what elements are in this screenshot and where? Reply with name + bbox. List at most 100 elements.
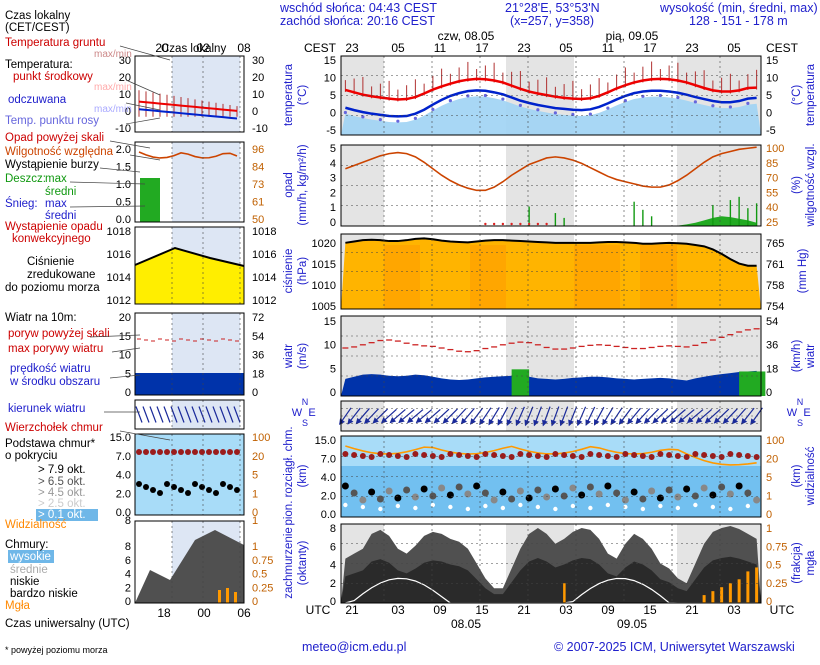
cloud-top-dot [596, 452, 603, 458]
legend-cb_65: > 6.5 okt. [38, 476, 86, 488]
legend-cb01-bg [36, 509, 98, 521]
cloud-top-dot [543, 454, 550, 460]
mini-wind-tick-r: 0 [252, 387, 258, 399]
mini-wind-arrow [226, 406, 234, 423]
panel-temp-frame [340, 55, 762, 136]
cloud-top-dot [631, 452, 638, 458]
legend-temp_center_mm: max/min [94, 82, 132, 93]
cloud-base-dot [376, 495, 384, 503]
cloud-base-dot [726, 490, 734, 498]
mini-press-frame [134, 226, 245, 305]
legend-snow: Śnieg: [5, 197, 38, 210]
legend-wind_title: Wiatr na 10m: [5, 312, 77, 324]
wind-arrow [524, 406, 534, 427]
pressure-shade [470, 245, 506, 309]
cloud-low-dot [535, 504, 541, 510]
sunrise-text: wschód słońca: 04:43 CEST [280, 1, 438, 15]
cloud-base-dot [621, 496, 629, 504]
vis-axis-label: widzialność [805, 446, 817, 506]
mini-octa-tick: 0 [125, 596, 131, 608]
cloud-base-dot [639, 495, 647, 503]
legend-pressure1: Ciśnienie [27, 256, 74, 268]
mini-cloud-base [171, 484, 177, 490]
wind-axis-label-r: wiatr [805, 344, 817, 369]
mini-cloud-base [136, 481, 142, 487]
bottom-hour-tick: 03 [559, 603, 573, 617]
cloud-top-dot [657, 451, 664, 457]
dew-point [658, 93, 662, 98]
mini-press-tick-l: 1012 [107, 295, 131, 307]
convective-mark [501, 222, 505, 226]
wind-arrow-head [433, 417, 441, 424]
legend-rain: Deszcz: [5, 173, 46, 185]
legend-cloudbase2: o pokryciu [5, 450, 57, 462]
cloud-base-dot [665, 486, 673, 494]
wind-arrow [406, 409, 424, 424]
convective-mark [536, 222, 540, 226]
cloud-top-dot [456, 452, 463, 458]
wind-arrow [593, 406, 605, 426]
compass-n: N [797, 397, 804, 407]
dew-point [571, 112, 575, 117]
mini-wind-frame [134, 312, 245, 396]
mini-cloud-top [192, 449, 198, 455]
wind-arrow-head [602, 418, 608, 426]
mini-felt-line [138, 108, 238, 120]
cloud-base-dot [420, 485, 428, 493]
wind-arrow [722, 408, 738, 424]
cloud-base-dot [368, 488, 376, 496]
cloud-base-dot [429, 492, 437, 500]
precip-axis-unit: (mm/h, kg/m²/h) [297, 144, 309, 225]
octa-axis-unit: (oktanty) [297, 540, 309, 585]
mini-cloud-frame [134, 433, 245, 516]
axis-tick-right: 25 [766, 217, 778, 229]
wind-arrow [479, 407, 492, 426]
wind-arrow [515, 406, 525, 427]
email-link[interactable]: meteo@icm.edu.pl [302, 640, 407, 654]
legend-gust_max: max porywy wiatru [8, 343, 103, 355]
dew-point [501, 97, 505, 101]
tz-right: CEST [766, 41, 799, 55]
mini-temp-tick-r: 0 [252, 106, 258, 118]
cloud-low-dot [465, 506, 471, 512]
cloud-base-dot [403, 486, 411, 494]
wind-arrow [618, 407, 632, 425]
dew-point [606, 106, 610, 110]
dew-point [518, 103, 522, 107]
axis-tick-right: 18 [766, 363, 778, 375]
legend-fog: Mgła [5, 600, 31, 612]
cloud-top-dot [403, 454, 410, 460]
cloud-base-dot [341, 482, 349, 490]
cloud-top-dot [613, 454, 620, 460]
mini-cloud-tick-l: 4.0 [116, 470, 131, 482]
cloud-low-dot [675, 505, 681, 511]
mini-press-tick-r: 1016 [252, 249, 276, 261]
compass-w: W [292, 407, 303, 419]
wind-arrow-head [559, 419, 566, 427]
cloud-top-dot [351, 452, 358, 458]
cloud-top-dot [692, 451, 699, 457]
axis-tick-left: 1015 [312, 259, 336, 271]
legend-time_sub: (CET/CEST) [5, 22, 70, 34]
mini-cloud-top [185, 449, 191, 455]
cloud-low-dot [693, 502, 698, 508]
legend-pressure3: do poziomu morza [5, 282, 100, 294]
fog-bar [746, 571, 750, 603]
mini-wind-arrow [191, 406, 199, 423]
axis-tick-left: 2.0 [321, 491, 336, 503]
precip-area [677, 216, 757, 226]
legend-wind_dir: kierunek wiatru [8, 403, 85, 415]
cloud-base-dot [490, 496, 498, 504]
mini-cloud-top [220, 449, 226, 455]
cloud-top-dot [412, 451, 419, 457]
wind-arrow-head [731, 417, 739, 425]
cloud-base-dot [473, 482, 481, 490]
mini-wind-tick-r: 18 [252, 368, 264, 380]
mini-wind-arrow [198, 406, 206, 423]
day1-label: czw, 08.05 [438, 29, 495, 43]
axis-tick-right: 100 [766, 143, 784, 155]
mini-temp-tick-l: -10 [115, 123, 131, 135]
wind-arrow [451, 408, 467, 425]
legend-connector [69, 181, 146, 185]
axis-tick-right: 0 [766, 509, 772, 521]
